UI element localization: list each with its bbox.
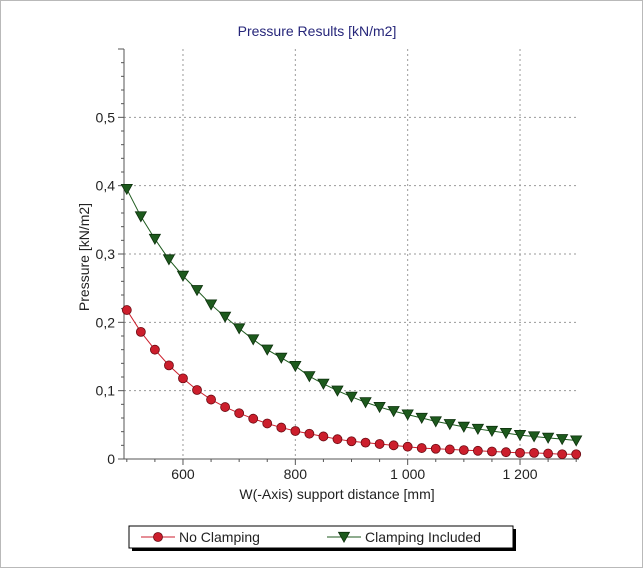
data-point — [387, 406, 400, 418]
data-point — [232, 323, 246, 335]
data-point — [331, 385, 344, 397]
data-point — [346, 436, 357, 447]
data-point — [248, 413, 259, 424]
data-point — [485, 425, 499, 438]
data-point — [303, 371, 316, 383]
data-point — [162, 254, 176, 266]
series-1 — [120, 184, 583, 447]
data-point — [501, 447, 511, 458]
y-tick-label: 0,2 — [96, 314, 116, 330]
legend: No Clamping Clamping Included — [128, 525, 516, 551]
series-0 — [121, 305, 582, 460]
data-point — [471, 423, 485, 435]
legend-box — [128, 525, 514, 549]
legend-marker-no-clamping — [153, 532, 163, 542]
data-point — [218, 311, 232, 323]
data-point — [190, 285, 204, 297]
y-tick-label: 0,5 — [96, 109, 116, 125]
legend-marker-clamping-included — [337, 531, 351, 544]
data-point — [374, 439, 385, 449]
data-point — [178, 373, 188, 384]
data-point — [345, 391, 358, 403]
data-point — [275, 352, 288, 364]
data-point — [134, 211, 148, 223]
x-tick-label: 1 000 — [390, 466, 425, 482]
data-point — [388, 440, 399, 451]
data-point — [429, 416, 442, 428]
x-tick-label: 800 — [284, 466, 308, 482]
legend-label-clamping-included: Clamping Included — [365, 529, 481, 545]
plot-area: 600 800 1 000 1 200 0 0,1 0,2 0,3 0,4 0,5 — [96, 48, 583, 482]
x-tick-label: 1 200 — [502, 466, 537, 482]
y-tick-label: 0,1 — [96, 383, 116, 399]
data-point — [458, 445, 469, 456]
data-point — [360, 437, 371, 448]
data-point — [332, 434, 343, 445]
data-point — [220, 402, 231, 412]
legend-label-no-clamping: No Clamping — [179, 529, 260, 545]
data-point — [290, 426, 301, 436]
x-tick-label: 600 — [171, 466, 195, 482]
y-axis-label: Pressure [kN/m2] — [76, 203, 92, 311]
data-point — [541, 432, 555, 444]
x-axis-label: W(-Axis) support distance [mm] — [239, 486, 434, 502]
data-point — [401, 409, 414, 421]
data-point — [543, 448, 554, 459]
data-point — [570, 435, 583, 447]
data-point — [515, 447, 525, 458]
data-point — [149, 344, 160, 355]
data-point — [164, 360, 174, 371]
data-point — [121, 305, 132, 315]
data-point — [262, 418, 273, 429]
data-point — [176, 270, 190, 282]
data-point — [204, 299, 218, 311]
data-point — [513, 430, 527, 442]
data-point — [289, 360, 302, 373]
data-point — [192, 385, 202, 395]
data-point — [457, 421, 471, 433]
data-point — [487, 446, 497, 457]
data-point — [247, 334, 260, 346]
data-point — [402, 441, 413, 452]
data-point — [415, 412, 428, 425]
data-point — [234, 408, 245, 419]
data-point — [472, 445, 483, 456]
chart-title: Pressure Results [kN/m2] — [238, 23, 397, 39]
data-point — [557, 449, 568, 460]
data-point — [529, 447, 539, 458]
y-tick-label: 0,4 — [96, 178, 116, 194]
data-point — [318, 431, 329, 442]
data-point — [443, 419, 456, 431]
data-point — [527, 431, 541, 443]
data-point — [120, 184, 133, 196]
data-point — [555, 434, 569, 446]
data-point — [373, 401, 386, 414]
data-point — [206, 394, 216, 405]
data-point — [148, 233, 162, 246]
data-point — [359, 397, 372, 409]
data-point — [304, 428, 315, 439]
data-point — [444, 444, 455, 455]
data-point — [571, 449, 582, 460]
data-point — [430, 443, 441, 454]
data-point — [135, 326, 146, 337]
data-point — [276, 422, 287, 433]
data-point — [416, 443, 427, 453]
data-point — [499, 427, 513, 440]
y-tick-label: 0,3 — [96, 246, 116, 262]
data-point — [317, 378, 330, 390]
data-point — [261, 344, 274, 356]
y-tick-label: 0 — [107, 451, 115, 467]
